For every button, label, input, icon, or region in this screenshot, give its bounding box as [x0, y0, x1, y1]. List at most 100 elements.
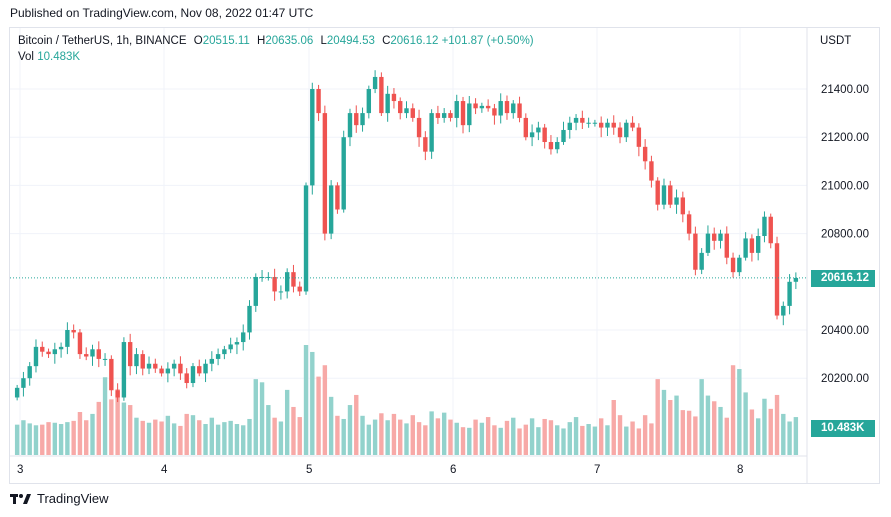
candle-body	[127, 342, 133, 367]
candle-body	[523, 117, 529, 138]
volume-bar	[630, 421, 635, 455]
volume-bar	[768, 408, 773, 455]
volume-tag: 10.483K	[811, 420, 875, 437]
candle-body	[561, 129, 566, 143]
volume-bar	[360, 415, 365, 455]
volume-bar	[165, 415, 171, 455]
volume-bar	[441, 412, 447, 455]
volume-bar	[354, 394, 359, 455]
candle-body	[661, 185, 667, 205]
volume-bar	[705, 395, 711, 455]
volume-bar	[511, 417, 516, 455]
volume-bar	[561, 428, 566, 455]
candle-body	[284, 272, 290, 292]
volume-bar	[310, 351, 315, 455]
candle-body	[272, 276, 277, 292]
volume-bar	[140, 420, 145, 455]
volume-bar	[448, 419, 453, 455]
volume-bar	[65, 422, 70, 455]
volume-bar	[787, 421, 792, 455]
volume-bar	[718, 406, 723, 455]
close-label: C	[382, 35, 391, 47]
low-label: L	[320, 35, 327, 47]
volume-bar	[737, 369, 742, 455]
y-tick-label: 20200.00	[821, 373, 869, 385]
candle-body	[341, 137, 346, 210]
volume-bar	[624, 426, 629, 455]
candle-body	[410, 108, 415, 118]
candle-body	[14, 387, 20, 398]
volume-bar	[586, 424, 591, 455]
y-tick-label: 21200.00	[821, 132, 869, 144]
candle-body	[391, 93, 397, 102]
volume-bar	[661, 389, 667, 455]
candle-body	[649, 161, 654, 181]
candle-body	[498, 101, 503, 116]
candle-body	[65, 330, 70, 347]
volume-bar	[335, 415, 340, 455]
volume-bar	[27, 423, 32, 455]
candle-body	[146, 363, 152, 369]
volume-bar	[517, 428, 522, 455]
candle-body	[485, 105, 491, 109]
candle-body	[573, 117, 579, 123]
volume-bar	[611, 400, 616, 455]
volume-bar	[215, 424, 221, 455]
volume-bar	[410, 415, 415, 455]
volume-bar	[58, 424, 64, 455]
y-tick-label: 21000.00	[821, 180, 869, 192]
volume-bar	[724, 417, 729, 455]
volume-bar	[699, 379, 704, 455]
candle-body	[536, 127, 541, 133]
high-value: 20635.06	[265, 35, 314, 47]
candle-body	[241, 332, 246, 343]
candle-body	[793, 277, 799, 282]
volume-bar	[347, 405, 353, 455]
candle-body	[699, 252, 704, 270]
candle-body	[787, 281, 792, 306]
volume-bar	[542, 418, 547, 455]
candle-body	[140, 354, 145, 369]
volume-bar	[341, 418, 346, 455]
close-value: 20616.12	[390, 35, 439, 47]
candle-body	[360, 113, 365, 126]
candle-body	[328, 185, 334, 234]
volume-bar	[21, 420, 26, 455]
candle-body	[680, 197, 686, 215]
volume-legend: Vol 10.483K	[18, 51, 80, 63]
volume-bar	[197, 420, 202, 455]
candle-body	[435, 113, 441, 118]
candle-body	[90, 349, 95, 357]
volume-bar	[555, 425, 560, 455]
volume-bar	[636, 428, 642, 455]
candle-body	[781, 305, 786, 316]
volume-bar	[548, 420, 554, 455]
candle-body	[77, 332, 83, 355]
brand-name: TradingView	[37, 491, 109, 506]
volume-bar	[617, 415, 623, 455]
candle-body	[234, 342, 240, 345]
volume-bar	[228, 420, 233, 455]
candle-body	[27, 366, 32, 379]
volume-bar	[159, 421, 164, 455]
candle-body	[102, 358, 108, 360]
tradingview-footer[interactable]: TradingView	[10, 491, 109, 506]
candle-body	[624, 122, 629, 138]
candle-body	[724, 233, 729, 258]
volume-bar	[272, 417, 277, 455]
volume-bar	[460, 427, 466, 455]
symbol-label[interactable]: Bitcoin / TetherUS, 1h, BINANCE	[18, 35, 187, 47]
candle-body	[366, 89, 372, 114]
candle-body	[642, 146, 648, 162]
candle-body	[416, 117, 422, 138]
candle-body	[203, 363, 208, 374]
candle-body	[278, 291, 284, 293]
volume-bar	[473, 419, 478, 455]
candle-body	[71, 330, 76, 333]
volume-value: 10.483K	[37, 51, 81, 63]
volume-bar	[171, 423, 177, 455]
volume-bar	[385, 420, 390, 455]
candle-body	[586, 122, 591, 124]
x-tick-label: 7	[594, 464, 600, 476]
